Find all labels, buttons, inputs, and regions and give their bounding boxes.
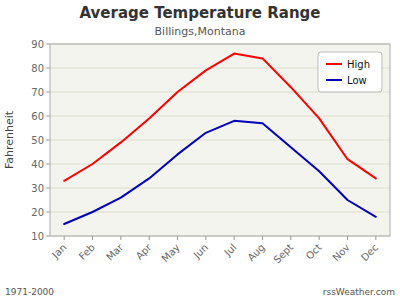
x-tick bbox=[177, 236, 178, 240]
legend-label: High bbox=[347, 59, 370, 70]
y-tick-label: 70 bbox=[31, 87, 44, 98]
series-group bbox=[64, 54, 376, 224]
legend: High Low bbox=[318, 52, 382, 92]
legend-label: Low bbox=[347, 75, 367, 86]
x-tick bbox=[205, 236, 206, 240]
subtitle: Billings,Montana bbox=[155, 25, 246, 38]
x-tick-label: Jul bbox=[222, 242, 239, 259]
line-series bbox=[64, 121, 376, 224]
y-tick bbox=[46, 68, 50, 69]
y-tick-label: 90 bbox=[31, 39, 44, 50]
grid-line bbox=[50, 116, 390, 117]
legend-swatch bbox=[326, 63, 342, 65]
x-tick bbox=[290, 236, 291, 240]
y-tick bbox=[46, 44, 50, 45]
y-tick bbox=[46, 236, 50, 237]
legend-swatch bbox=[326, 79, 342, 81]
plot-area bbox=[50, 44, 390, 236]
x-tick bbox=[120, 236, 121, 240]
x-tick bbox=[375, 236, 376, 240]
grid-line bbox=[50, 164, 390, 165]
x-tick-label: Apr bbox=[134, 241, 155, 262]
y-tick bbox=[46, 188, 50, 189]
x-tick bbox=[92, 236, 93, 240]
x-tick bbox=[347, 236, 348, 240]
x-tick bbox=[64, 236, 65, 240]
x-tick-label: Nov bbox=[330, 242, 352, 264]
y-tick-label: 50 bbox=[31, 135, 44, 146]
grid-line bbox=[50, 188, 390, 189]
x-tick bbox=[234, 236, 235, 240]
y-tick bbox=[46, 212, 50, 213]
y-axis-label: Fahrenheit bbox=[3, 110, 16, 169]
y-tick-label: 40 bbox=[31, 159, 44, 170]
footer-note: 1971-2000 bbox=[5, 287, 54, 297]
x-tick-label: Mar bbox=[104, 241, 126, 263]
x-tick-label: Feb bbox=[77, 242, 97, 262]
footer-note: rssWeather.com bbox=[323, 287, 395, 297]
title: Average Temperature Range bbox=[79, 4, 320, 22]
x-tick-label: Oct bbox=[304, 242, 324, 262]
x-tick-label: Aug bbox=[245, 242, 267, 264]
x-tick bbox=[149, 236, 150, 240]
chart: Average Temperature Range Billings,Montan… bbox=[0, 0, 400, 300]
legend-box bbox=[318, 52, 382, 92]
x-tick bbox=[319, 236, 320, 240]
x-tick-label: Jun bbox=[191, 242, 211, 262]
y-tick-label: 10 bbox=[31, 231, 44, 242]
x-tick-label: Dec bbox=[359, 242, 380, 263]
grid-line bbox=[50, 140, 390, 141]
y-tick-label: 30 bbox=[31, 183, 44, 194]
plot-frame bbox=[50, 44, 390, 236]
x-tick bbox=[262, 236, 263, 240]
y-tick bbox=[46, 116, 50, 117]
y-tick bbox=[46, 164, 50, 165]
x-tick-label: May bbox=[160, 242, 182, 264]
y-tick-label: 20 bbox=[31, 207, 44, 218]
y-tick-label: 60 bbox=[31, 111, 44, 122]
grid-line bbox=[50, 212, 390, 213]
x-tick-label: Jan bbox=[49, 242, 68, 261]
y-tick bbox=[46, 140, 50, 141]
y-tick-label: 80 bbox=[31, 63, 44, 74]
x-tick-label: Sept bbox=[271, 242, 295, 266]
y-tick bbox=[46, 92, 50, 93]
